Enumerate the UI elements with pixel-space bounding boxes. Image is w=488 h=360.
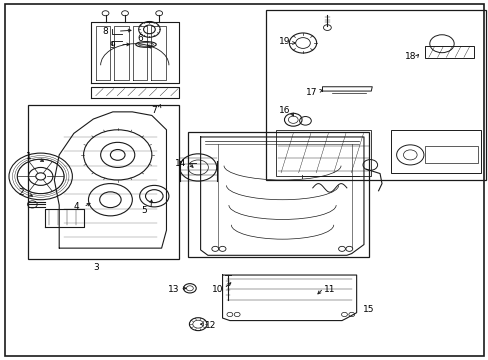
- Text: 19: 19: [278, 37, 290, 46]
- Text: 2: 2: [19, 188, 24, 197]
- Bar: [188, 132, 368, 257]
- Text: 14: 14: [175, 159, 186, 168]
- Text: 7: 7: [151, 105, 157, 114]
- Bar: [276, 130, 370, 176]
- Text: 4: 4: [73, 202, 79, 211]
- Bar: [390, 130, 480, 173]
- Text: 13: 13: [168, 285, 179, 294]
- Bar: [266, 10, 485, 180]
- Text: 15: 15: [363, 305, 374, 314]
- Text: 5: 5: [142, 206, 147, 215]
- Bar: [424, 146, 477, 163]
- Text: 18: 18: [404, 52, 415, 61]
- Text: 6: 6: [138, 34, 143, 43]
- Text: 17: 17: [305, 87, 317, 96]
- Text: 3: 3: [93, 264, 99, 273]
- Text: 12: 12: [204, 321, 216, 330]
- Text: 10: 10: [211, 285, 223, 294]
- Text: 1: 1: [25, 152, 31, 161]
- Bar: [27, 105, 178, 259]
- Bar: [424, 45, 473, 58]
- Text: 8: 8: [102, 27, 108, 36]
- Text: 9: 9: [109, 41, 115, 50]
- Text: 16: 16: [278, 105, 290, 114]
- Text: 11: 11: [324, 285, 335, 294]
